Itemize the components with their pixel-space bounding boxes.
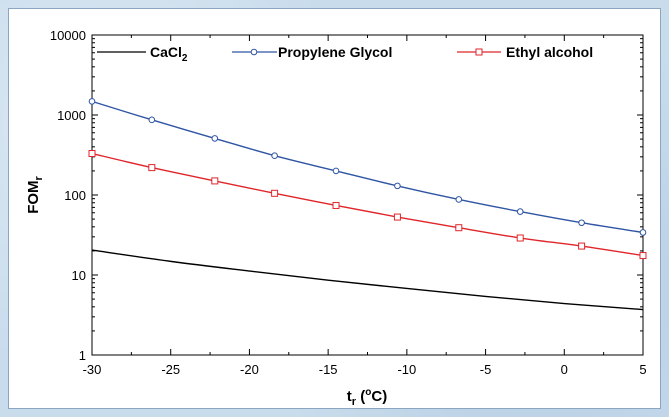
x-tick-label: 0 xyxy=(561,362,568,377)
y-tick-label: 10000 xyxy=(50,28,86,43)
x-axis-title-unit-open: ( xyxy=(356,388,365,405)
x-tick-label: 5 xyxy=(639,362,646,377)
point-propylene-glycol xyxy=(211,135,219,142)
x-tick-label: -15 xyxy=(319,362,338,377)
x-axis-title-unit-rest: C) xyxy=(371,388,387,405)
point-ethyl-alcohol xyxy=(148,164,156,172)
x-tick-label: -10 xyxy=(397,362,416,377)
y-tick-label: 10 xyxy=(72,268,86,283)
point-ethyl-alcohol xyxy=(271,189,279,197)
chart-frame: -30 -25 -20 -15 -10 -5 0 5 1 10 100 1000 10000 CaCl2… xyxy=(8,8,661,409)
point-propylene-glycol xyxy=(271,152,278,159)
y-axis-title-sub: r xyxy=(33,175,45,180)
x-axis-title-sub: r xyxy=(352,396,357,408)
x-axis-title: tr (oC) xyxy=(347,387,387,408)
y-tick-label: 100 xyxy=(64,188,86,203)
x-tick-label: -30 xyxy=(83,362,102,377)
legend-label-ethyl-alcohol: Ethyl alcohol xyxy=(506,44,593,60)
point-ethyl-alcohol xyxy=(211,177,219,185)
y-axis-title: FOMr xyxy=(25,175,45,213)
point-ethyl-alcohol xyxy=(88,150,96,158)
legend: CaCl2 Propylene Glycol Ethyl alcohol xyxy=(97,44,593,64)
legend-label-cacl2: CaCl2 xyxy=(150,44,188,64)
point-propylene-glycol xyxy=(455,196,463,203)
series-layer xyxy=(88,98,647,311)
point-propylene-glycol xyxy=(394,182,401,190)
point-propylene-glycol xyxy=(578,219,585,227)
point-ethyl-alcohol xyxy=(332,201,340,209)
y-axis-title-main: FOM xyxy=(25,180,42,213)
x-axis-title-unit-sup: o xyxy=(365,387,371,398)
x-tick-label: -20 xyxy=(240,362,259,377)
x-tick-label: -5 xyxy=(480,362,492,377)
point-propylene-glycol xyxy=(332,167,340,175)
legend-label-propylene-glycol: Propylene Glycol xyxy=(278,44,392,60)
point-propylene-glycol xyxy=(88,98,96,105)
y-tick-label: 1000 xyxy=(57,108,86,123)
legend-label-cacl2-sub: 2 xyxy=(182,53,188,64)
point-ethyl-alcohol xyxy=(639,252,647,260)
series-line-ethyl-alcohol xyxy=(91,152,644,257)
y-tick-label: 1 xyxy=(79,348,86,363)
point-ethyl-alcohol xyxy=(455,224,463,232)
x-tick-label: -25 xyxy=(161,362,180,377)
point-propylene-glycol xyxy=(639,229,647,236)
legend-marker-ethyl-alcohol xyxy=(475,48,483,56)
axis-ticks: -30 -25 -20 -15 -10 -5 0 5 1 10 100 1000 10000 xyxy=(50,28,647,377)
series-line-propylene-glycol xyxy=(91,100,644,234)
legend-marker-propylene-glycol xyxy=(250,48,258,56)
point-propylene-glycol xyxy=(148,116,156,124)
point-ethyl-alcohol xyxy=(578,242,586,250)
x-axis-title-main: t xyxy=(347,388,352,405)
point-ethyl-alcohol xyxy=(393,213,401,221)
chart-svg: -30 -25 -20 -15 -10 -5 0 5 1 10 100 1000 10000 CaCl2… xyxy=(25,28,647,408)
series-line-cacl xyxy=(91,249,644,311)
plot-area xyxy=(91,34,644,356)
point-ethyl-alcohol xyxy=(516,234,524,242)
point-propylene-glycol xyxy=(516,208,524,215)
